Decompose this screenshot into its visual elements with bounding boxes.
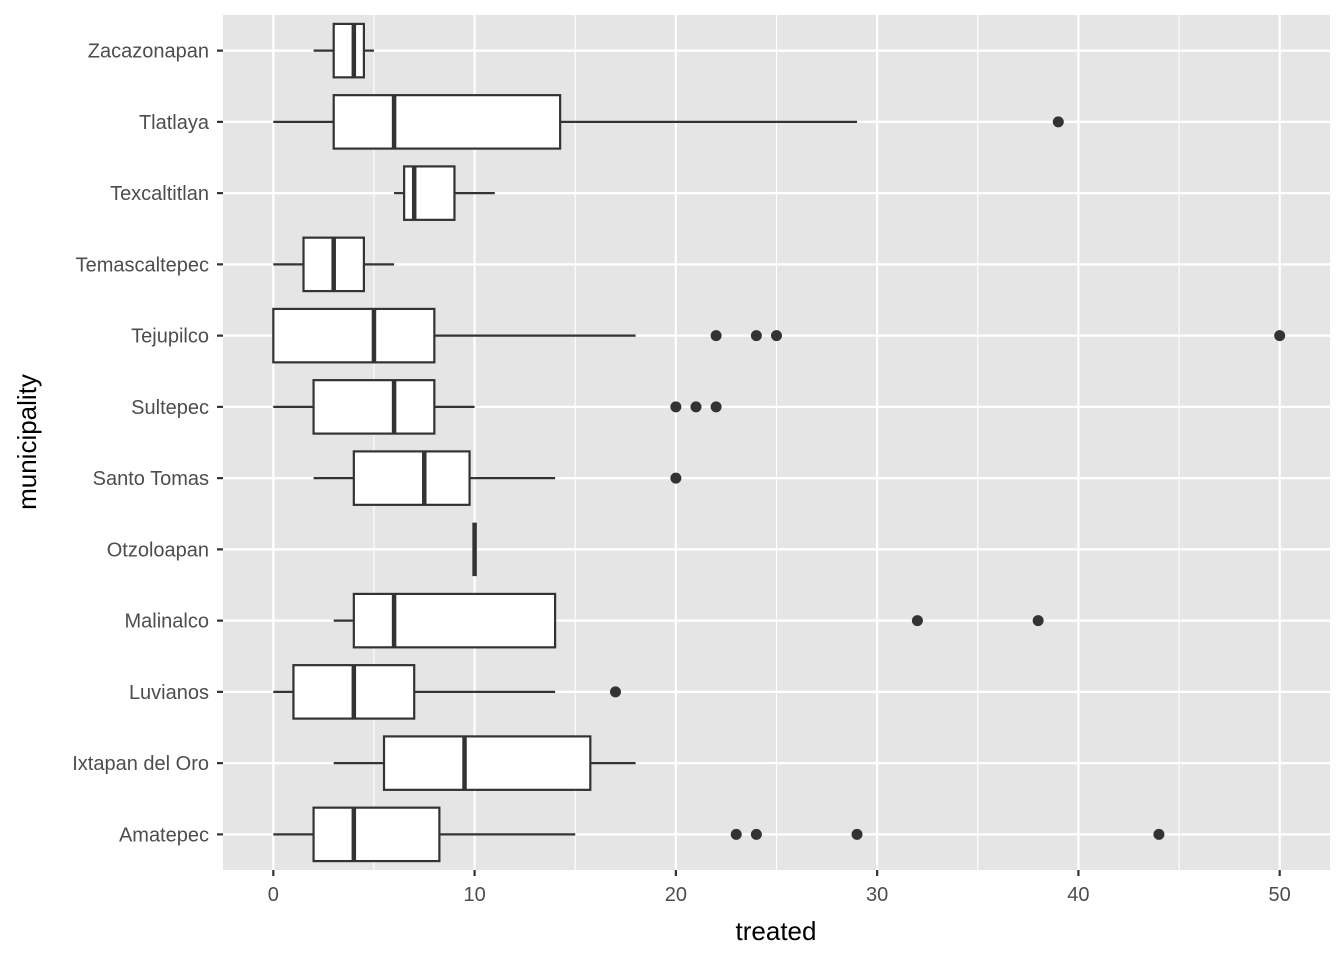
x-tick-label: 10 — [463, 884, 485, 906]
x-axis-title: treated — [736, 916, 817, 946]
box-sultepec — [273, 379, 722, 435]
x-tick-label: 30 — [866, 884, 888, 906]
outlier-point — [750, 330, 762, 342]
box-iqr — [352, 592, 557, 649]
box-zacazonapan — [313, 22, 374, 79]
y-tick-label: Sultepec — [131, 397, 209, 419]
y-tick-label: Zacazonapan — [88, 41, 209, 63]
y-axis: Amatepec Ixtapan del Oro Luvianos Malinalco… — [72, 41, 223, 846]
box-texcaltitlan — [394, 165, 495, 221]
outlier-point — [609, 686, 621, 698]
x-tick-label: 20 — [665, 884, 687, 906]
y-tick-label: Tejupilco — [131, 326, 209, 348]
box-tejupilco — [272, 307, 1286, 364]
x-tick-label: 50 — [1269, 884, 1291, 906]
x-tick-label: 40 — [1067, 884, 1089, 906]
outlier-point — [710, 401, 722, 413]
box-malinalco — [333, 592, 1044, 649]
box-iqr — [312, 379, 436, 435]
y-tick-label: Otzoloapan — [107, 539, 209, 561]
outlier-point — [1052, 116, 1064, 128]
box-iqr — [332, 22, 365, 79]
outlier-point — [1032, 615, 1044, 627]
outlier-point — [851, 828, 863, 840]
outlier-point — [710, 330, 722, 342]
outlier-point — [730, 828, 742, 840]
box-ixtapan-del-oro — [333, 735, 636, 791]
box-tlatlaya — [273, 94, 1064, 150]
y-tick-label: Temascaltepec — [76, 254, 209, 276]
outlier-point — [1153, 828, 1165, 840]
box-santo-tomas — [313, 450, 682, 506]
box-iqr — [382, 735, 592, 791]
y-tick-label: Texcaltitlan — [110, 183, 209, 205]
outlier-point — [690, 401, 702, 413]
outlier-point — [771, 330, 782, 342]
box-iqr — [352, 450, 471, 506]
y-tick-label: Amatepec — [119, 824, 209, 846]
y-tick-label: Tlatlaya — [139, 112, 210, 134]
outlier-point — [750, 828, 762, 840]
y-tick-label: Santo Tomas — [93, 468, 209, 490]
outlier-point — [911, 615, 923, 627]
box-luvianos — [273, 664, 621, 720]
y-tick-label: Luvianos — [129, 682, 209, 704]
outlier-point — [670, 472, 682, 484]
x-axis: 0 10 20 30 40 50 — [268, 870, 1291, 906]
box-iqr — [312, 806, 441, 863]
minor-gridlines — [373, 15, 1180, 870]
y-tick-label: Ixtapan del Oro — [72, 753, 209, 775]
box-series — [272, 22, 1286, 863]
y-tick-label: Malinalco — [125, 611, 209, 633]
x-tick-label: 0 — [268, 884, 279, 906]
outlier-point — [1274, 330, 1286, 342]
box-amatepec — [273, 806, 1165, 863]
outlier-point — [670, 401, 682, 413]
box-temascaltepec — [273, 236, 395, 293]
box-iqr — [332, 94, 562, 150]
box-iqr — [403, 165, 456, 221]
box-iqr — [272, 307, 436, 364]
y-axis-title: municipality — [12, 374, 42, 510]
